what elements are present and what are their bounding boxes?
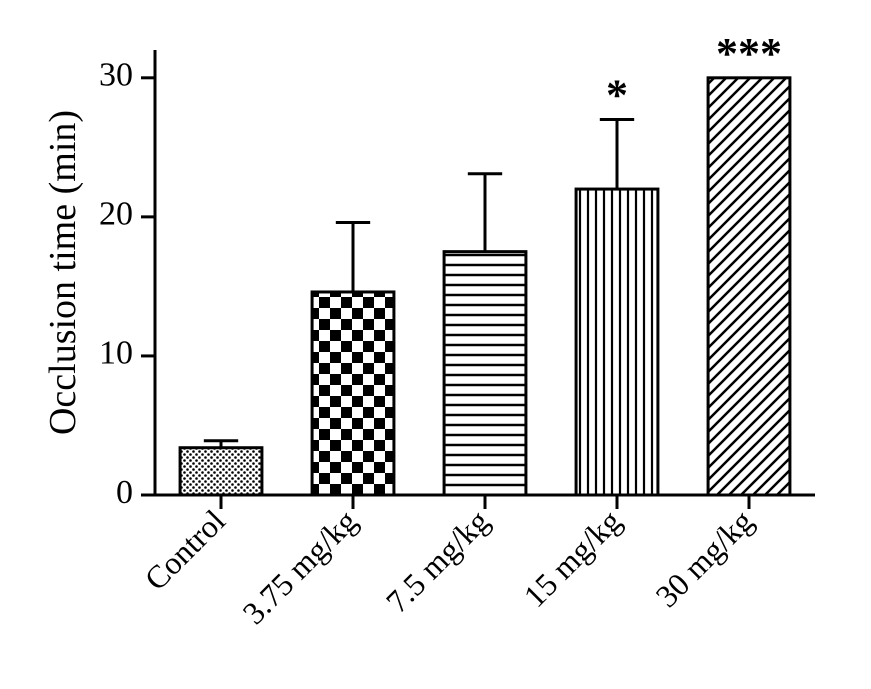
bar (576, 189, 658, 495)
x-tick-label: Control (137, 502, 232, 597)
x-tick-label: 7.5 mg/kg (379, 502, 496, 619)
x-tick-label: 15 mg/kg (516, 502, 628, 614)
significance-annotation: * (606, 71, 628, 120)
y-tick-label: 0 (116, 474, 133, 511)
occlusion-time-bar-chart: 0 10 20 30 Occlusion time (min) Control3.75 m… (0, 0, 871, 689)
bar (312, 292, 394, 495)
bar (444, 252, 526, 495)
bar (708, 78, 790, 495)
bar (180, 448, 262, 495)
chart-svg: 0 10 20 30 Occlusion time (min) Control3.75 m… (0, 0, 871, 689)
y-tick-label: 10 (99, 335, 133, 372)
x-tick-label: 3.75 mg/kg (235, 502, 364, 631)
y-tick-label: 20 (99, 196, 133, 233)
y-tick-label: 30 (99, 57, 133, 94)
significance-annotation: *** (716, 29, 782, 78)
y-axis-label: Occlusion time (min) (42, 110, 84, 435)
x-tick-label: 30 mg/kg (648, 502, 760, 614)
